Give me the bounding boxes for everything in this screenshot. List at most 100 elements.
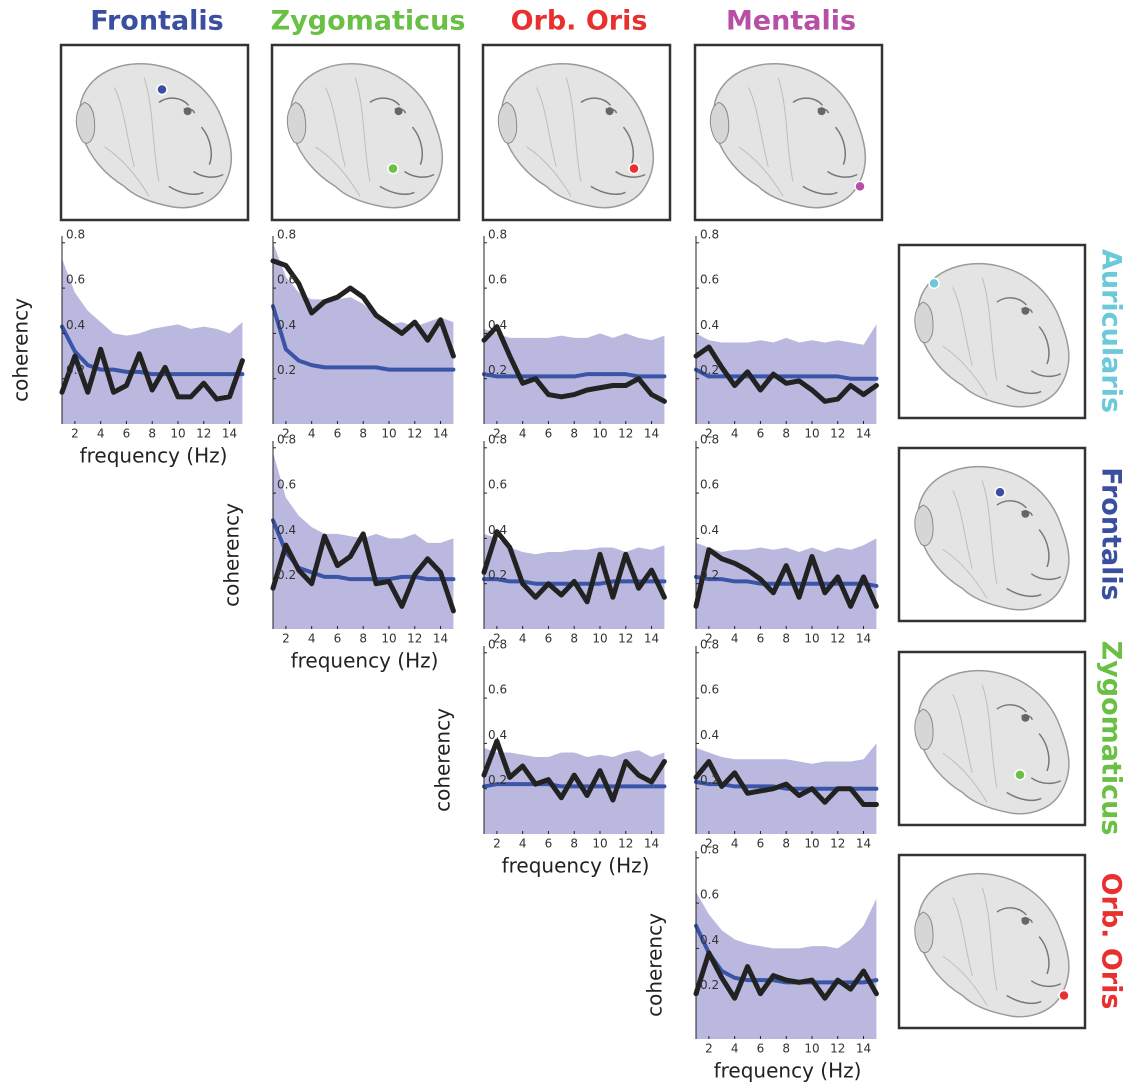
y-tick-label: 0.6 xyxy=(700,478,719,492)
x-tick-label: 14 xyxy=(856,427,871,441)
x-tick-label: 6 xyxy=(334,427,342,441)
electrode xyxy=(629,164,639,174)
y-tick-label: 0.8 xyxy=(700,432,719,446)
x-tick-label: 10 xyxy=(804,837,819,851)
y-tick-label: 0.6 xyxy=(488,478,507,492)
null-band xyxy=(273,243,453,424)
x-tick-label: 14 xyxy=(856,632,871,646)
y-tick-label: 0.4 xyxy=(277,318,296,332)
x-tick-label: 12 xyxy=(618,632,633,646)
x-tick-label: 4 xyxy=(731,1042,739,1056)
row-title: Zygomaticus xyxy=(1096,641,1127,836)
x-tick-label: 6 xyxy=(334,632,342,646)
y-tick-label: 0.8 xyxy=(277,227,296,241)
electrode xyxy=(157,85,167,95)
x-tick-label: 8 xyxy=(570,837,578,851)
x-tick-label: 2 xyxy=(705,1042,713,1056)
x-tick-label: 8 xyxy=(359,427,367,441)
x-tick-label: 12 xyxy=(830,1042,845,1056)
electrode xyxy=(929,278,939,288)
y-tick-label: 0.8 xyxy=(700,637,719,651)
x-tick-label: 14 xyxy=(222,427,237,441)
y-tick-label: 0.6 xyxy=(277,478,296,492)
x-tick-label: 12 xyxy=(830,632,845,646)
electrode xyxy=(1059,991,1069,1001)
x-tick-label: 2 xyxy=(282,632,290,646)
x-tick-label: 12 xyxy=(196,427,211,441)
y-tick-label: 0.4 xyxy=(277,523,296,537)
null-band xyxy=(696,892,876,1039)
x-tick-label: 4 xyxy=(308,632,316,646)
y-tick-label: 0.4 xyxy=(700,728,719,742)
x-tick-label: 2 xyxy=(71,427,79,441)
x-tick-label: 2 xyxy=(493,837,501,851)
y-tick-label: 0.2 xyxy=(488,363,507,377)
x-tick-label: 10 xyxy=(592,632,607,646)
y-tick-label: 0.4 xyxy=(488,728,507,742)
y-tick-label: 0.4 xyxy=(700,523,719,537)
y-tick-label: 0.6 xyxy=(700,888,719,902)
x-tick-label: 4 xyxy=(519,632,527,646)
x-tick-label: 8 xyxy=(148,427,156,441)
column-title: Mentalis xyxy=(726,6,856,37)
x-tick-label: 4 xyxy=(519,427,527,441)
x-tick-label: 14 xyxy=(856,837,871,851)
x-tick-label: 4 xyxy=(731,837,739,851)
y-tick-label: 0.2 xyxy=(277,363,296,377)
x-tick-label: 14 xyxy=(856,1042,871,1056)
x-axis-label: frequency (Hz) xyxy=(714,1059,862,1082)
x-tick-label: 6 xyxy=(757,1042,765,1056)
y-tick-label: 0.4 xyxy=(488,318,507,332)
x-axis-label: frequency (Hz) xyxy=(80,444,228,468)
figure: FrontalisZygomaticusOrb. OrisMentalisAur… xyxy=(0,0,1131,1082)
x-tick-label: 6 xyxy=(757,837,765,851)
x-tick-label: 6 xyxy=(757,427,765,441)
null-band xyxy=(696,324,876,424)
x-tick-label: 12 xyxy=(618,427,633,441)
row-title: Orb. Oris xyxy=(1096,873,1127,1010)
x-tick-label: 8 xyxy=(570,427,578,441)
x-tick-label: 12 xyxy=(618,837,633,851)
x-tick-label: 10 xyxy=(804,632,819,646)
y-tick-label: 0.6 xyxy=(66,273,85,287)
x-tick-label: 12 xyxy=(407,632,422,646)
x-tick-label: 8 xyxy=(782,1042,790,1056)
x-tick-label: 4 xyxy=(308,427,316,441)
x-tick-label: 12 xyxy=(830,837,845,851)
y-tick-label: 0.6 xyxy=(700,683,719,697)
y-tick-label: 0.4 xyxy=(66,318,85,332)
x-tick-label: 14 xyxy=(644,837,659,851)
x-tick-label: 8 xyxy=(359,632,367,646)
x-tick-label: 10 xyxy=(381,632,396,646)
y-tick-label: 0.6 xyxy=(277,273,296,287)
series-line xyxy=(484,784,664,786)
y-axis-label: coherency xyxy=(643,913,667,1017)
electrode xyxy=(855,181,865,191)
y-tick-label: 0.8 xyxy=(700,842,719,856)
row-title: Frontalis xyxy=(1096,467,1127,601)
x-tick-label: 10 xyxy=(170,427,185,441)
y-axis-label: coherency xyxy=(9,298,33,402)
y-tick-label: 0.6 xyxy=(700,273,719,287)
y-tick-label: 0.2 xyxy=(700,978,719,992)
x-tick-label: 6 xyxy=(545,427,553,441)
y-axis-label: coherency xyxy=(220,503,244,607)
y-tick-label: 0.4 xyxy=(488,523,507,537)
x-tick-label: 4 xyxy=(731,632,739,646)
x-tick-label: 8 xyxy=(782,632,790,646)
x-tick-label: 4 xyxy=(731,427,739,441)
column-title: Frontalis xyxy=(90,6,224,37)
x-tick-label: 14 xyxy=(644,427,659,441)
y-tick-label: 0.6 xyxy=(488,683,507,697)
x-tick-label: 4 xyxy=(97,427,105,441)
x-tick-label: 10 xyxy=(804,427,819,441)
x-tick-label: 14 xyxy=(433,632,448,646)
x-tick-label: 6 xyxy=(545,837,553,851)
y-tick-label: 0.4 xyxy=(700,318,719,332)
column-title: Zygomaticus xyxy=(271,6,466,37)
y-tick-label: 0.4 xyxy=(700,933,719,947)
y-tick-label: 0.2 xyxy=(700,773,719,787)
y-tick-label: 0.8 xyxy=(66,227,85,241)
x-tick-label: 14 xyxy=(644,632,659,646)
